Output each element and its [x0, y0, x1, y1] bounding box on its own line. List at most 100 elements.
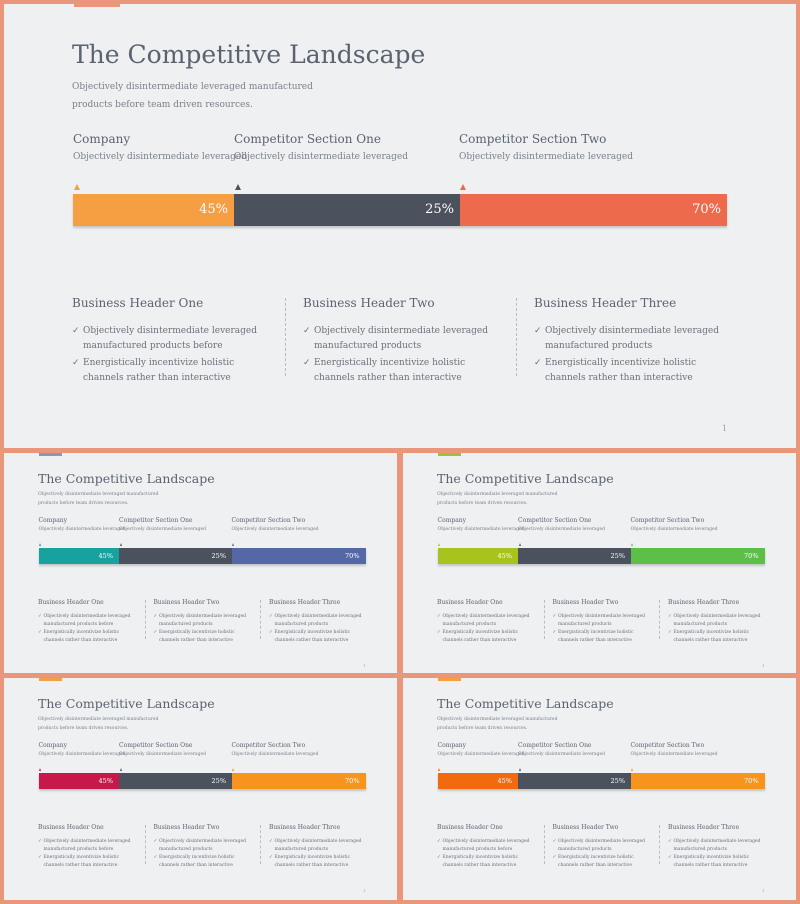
bullet-text: Energistically incentivize holistic chan… — [558, 855, 634, 868]
competitor-marker-icon — [460, 184, 466, 190]
competitor-label: Competitor Section One — [119, 742, 193, 749]
business-header: Business Header Three — [534, 296, 677, 310]
competitor-marker-icon — [518, 543, 521, 546]
competitor-description: Objectively disintermediate leveraged — [518, 752, 606, 757]
column-divider — [260, 600, 261, 639]
business-column: Business Header One ✓ Objectively disinter… — [72, 296, 272, 388]
slide-title: The Competitive Landscape — [72, 40, 426, 69]
competitor-marker-icon — [438, 543, 440, 546]
column-divider — [659, 600, 660, 639]
competitor-description: Objectively disintermediate leveraged — [38, 527, 126, 532]
bar-percent-label: 70% — [345, 777, 360, 785]
bar-percent-label: 45% — [98, 552, 113, 560]
bar-segment-1: 45% — [73, 194, 234, 226]
competitor-label: Competitor Section Two — [231, 742, 306, 749]
checkmark-icon: ✓ — [153, 630, 158, 635]
business-column: Business Header One ✓ Objectively disinter… — [38, 599, 138, 645]
bullet-item: ✓ Energistically incentivize holistic cha… — [553, 629, 653, 644]
competitor-description: Objectively disintermediate leveraged — [119, 752, 207, 757]
bullet-item: ✓ Energistically incentivize holistic cha… — [269, 629, 369, 644]
business-header: Business Header One — [437, 824, 503, 831]
bullet-text: Energistically incentivize holistic chan… — [673, 630, 750, 643]
business-column: Business Header Three ✓ Objectively disint… — [269, 599, 369, 645]
competitor-description: Objectively disintermediate leveraged — [518, 527, 606, 532]
competitor-label: Company — [437, 742, 467, 749]
bullet-item: ✓ Energistically incentivize holistic cha… — [72, 356, 272, 386]
page-number: 1 — [722, 424, 728, 433]
bullet-text: Objectively disintermediate leveraged ma… — [83, 326, 258, 351]
column-divider — [659, 825, 660, 864]
bar-segment-3: 70% — [631, 773, 765, 789]
bullet-text: Energistically incentivize holistic chan… — [442, 855, 519, 868]
competition-bar: 45% 25% 70% — [73, 194, 727, 226]
competitor-description: Objectively disintermediate leveraged — [437, 527, 525, 532]
bar-percent-label: 25% — [425, 202, 454, 217]
business-column: Business Header Three ✓ Objectively disint… — [668, 599, 768, 645]
checkmark-icon: ✓ — [38, 630, 42, 635]
competitor-label: Competitor Section One — [518, 742, 592, 749]
bar-percent-label: 25% — [610, 552, 625, 560]
competitor-label: Competitor Section Two — [459, 132, 607, 146]
bar-percent-label: 70% — [345, 552, 360, 560]
bullet-item: ✓ Energistically incentivize holistic cha… — [269, 854, 369, 869]
bullet-text: Objectively disintermediate leveraged ma… — [43, 839, 131, 852]
competitor-marker-icon — [518, 768, 521, 771]
business-header: Business Header Two — [552, 824, 619, 831]
bullet-text: Objectively disintermediate leveraged ma… — [558, 614, 646, 627]
competitor-marker-icon — [39, 543, 41, 546]
competitor-marker-icon — [232, 543, 234, 546]
competitor-label: Competitor Section Two — [630, 517, 705, 524]
bar-segment-3: 70% — [232, 773, 366, 789]
competitor-marker-icon — [232, 768, 234, 771]
checkmark-icon: ✓ — [552, 855, 557, 860]
bar-percent-label: 45% — [199, 202, 228, 217]
competitor-description: Objectively disintermediate leveraged — [630, 527, 718, 532]
bullet-text: Energistically incentivize holistic chan… — [545, 358, 697, 383]
competitor-marker-icon — [119, 543, 122, 546]
bullet-text: Objectively disintermediate leveraged ma… — [545, 326, 720, 351]
page-number: 1 — [762, 888, 765, 893]
competitor-label: Company — [73, 132, 131, 146]
slide-accent-tab — [438, 678, 461, 681]
bullet-item: ✓ Energistically incentivize holistic cha… — [668, 629, 768, 644]
bullet-item: ✓ Energistically incentivize holistic cha… — [437, 854, 537, 869]
competitor-marker-icon — [631, 768, 633, 771]
bar-percent-label: 70% — [692, 202, 721, 217]
competition-bar: 45% 25% 70% — [437, 548, 765, 564]
competitor-description: Objectively disintermediate leveraged — [38, 752, 126, 757]
bullet-item: ✓ Energistically incentivize holistic cha… — [38, 854, 138, 869]
competitor-label: Company — [38, 517, 68, 524]
slide-title: The Competitive Landscape — [38, 696, 215, 711]
competitor-description: Objectively disintermediate leveraged — [73, 152, 248, 162]
slide-subtitle: Objectively disintermediate leveraged ma… — [437, 492, 558, 506]
slide-subtitle: Objectively disintermediate leveraged ma… — [38, 717, 159, 731]
bullet-text: Energistically incentivize holistic chan… — [43, 855, 120, 868]
bullet-item: ✓ Energistically incentivize holistic cha… — [303, 356, 503, 386]
business-header: Business Header Two — [153, 824, 220, 831]
business-header: Business Header One — [38, 824, 104, 831]
competitor-description: Objectively disintermediate leveraged — [234, 152, 409, 162]
slide-accent-tab — [39, 453, 62, 456]
bar-segment-1: 45% — [437, 773, 518, 789]
bullet-text: Energistically incentivize holistic chan… — [159, 630, 235, 643]
checkmark-icon: ✓ — [153, 839, 158, 844]
checkmark-icon: ✓ — [72, 326, 80, 336]
competitor-label: Competitor Section Two — [630, 742, 705, 749]
competitor-label: Competitor Section Two — [231, 517, 306, 524]
competitor-label: Company — [38, 742, 68, 749]
checkmark-icon: ✓ — [153, 855, 158, 860]
business-column: Business Header Three ✓ Objectively disint… — [668, 824, 768, 870]
bullet-text: Objectively disintermediate leveraged ma… — [558, 839, 646, 852]
page-number: 1 — [363, 888, 366, 893]
checkmark-icon: ✓ — [552, 614, 557, 619]
bullet-item: ✓ Objectively disintermediate leveraged m… — [154, 613, 254, 628]
column-divider — [516, 298, 517, 376]
slide-3: The Competitive Landscape Objectively dis… — [403, 453, 796, 673]
bar-segment-3: 70% — [631, 548, 765, 564]
competitor-marker-icon — [438, 768, 440, 771]
slide-1: The Competitive Landscape Objectively dis… — [4, 4, 796, 448]
competition-bar: 45% 25% 70% — [38, 548, 366, 564]
bullet-text: Energistically incentivize holistic chan… — [274, 855, 351, 868]
slide-accent-tab — [74, 4, 120, 7]
checkmark-icon: ✓ — [534, 358, 542, 368]
